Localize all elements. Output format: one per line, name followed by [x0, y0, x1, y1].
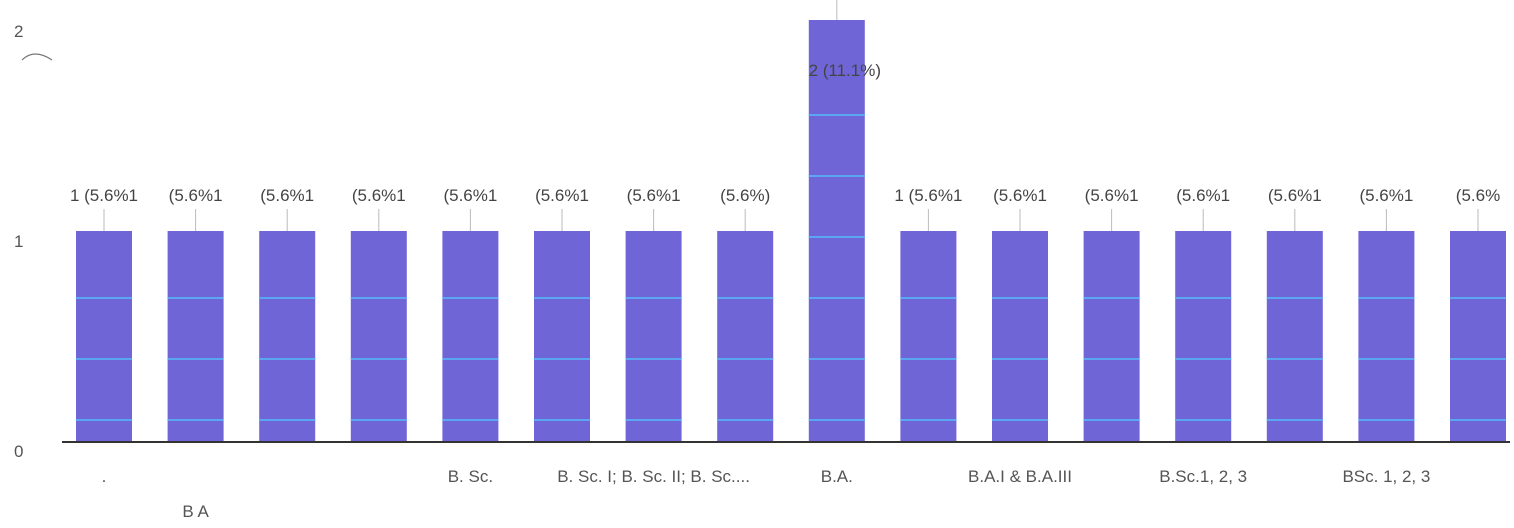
- x-tick-label: B A: [182, 502, 209, 521]
- data-label: (5.6%1: [1176, 186, 1230, 205]
- bar: [259, 231, 316, 442]
- y-axis-mark: [21, 53, 53, 61]
- x-labels-group: . B A B. Sc. B. Sc. I; B. Sc. II; B. Sc....…: [102, 467, 1431, 521]
- data-label: (5.6%1: [627, 186, 681, 205]
- bar: [717, 231, 774, 442]
- data-label: (5.6%1: [993, 186, 1047, 205]
- y-tick-0: 0: [14, 442, 23, 461]
- x-tick-label: B. Sc. I; B. Sc. II; B. Sc....: [557, 467, 750, 486]
- data-label: (5.6%1: [1359, 186, 1413, 205]
- bar: [1083, 231, 1140, 442]
- bar: [76, 231, 132, 442]
- bar: [900, 231, 957, 442]
- bar: [625, 231, 682, 442]
- bars-group: [76, 20, 1506, 442]
- bar: [442, 231, 499, 442]
- labels-group: 1 (5.6%1 (5.6%1 (5.6%1 (5.6%1 (5.6%1 (5.6%1 (5…: [70, 0, 1500, 231]
- x-tick-label: B.A.I & B.A.III: [968, 467, 1072, 486]
- bar: [167, 231, 224, 442]
- data-label: (5.6%1: [169, 186, 223, 205]
- bar: [992, 231, 1048, 442]
- bar: [350, 231, 407, 442]
- x-tick-label: B. Sc.: [448, 467, 493, 486]
- data-label: 1 (5.6%1: [894, 186, 962, 205]
- data-label: (5.6%1: [260, 186, 314, 205]
- bar: [534, 231, 590, 442]
- data-label: (5.6%1: [352, 186, 406, 205]
- bar: [1266, 231, 1323, 442]
- data-label: (5.6%1: [535, 186, 589, 205]
- x-tick-label: .: [102, 467, 107, 486]
- x-tick-label: B.Sc.1, 2, 3: [1159, 467, 1247, 486]
- bar: [1358, 231, 1415, 442]
- data-label: (5.6%1: [1268, 186, 1322, 205]
- data-label: 1 (5.6%1: [70, 186, 138, 205]
- y-tick-2: 2: [14, 22, 23, 41]
- bar: [1450, 231, 1506, 442]
- data-label: (5.6%1: [443, 186, 497, 205]
- data-label: 2 (11.1%): [809, 61, 881, 80]
- data-label: (5.6%1: [1085, 186, 1139, 205]
- x-tick-label: B.A.: [821, 467, 853, 486]
- y-tick-1: 1: [14, 232, 23, 251]
- bar: [1175, 231, 1232, 442]
- x-tick-label: BSc. 1, 2, 3: [1342, 467, 1430, 486]
- bar: [808, 20, 865, 442]
- data-label: (5.6%: [1456, 186, 1500, 205]
- data-label: (5.6%): [720, 186, 770, 205]
